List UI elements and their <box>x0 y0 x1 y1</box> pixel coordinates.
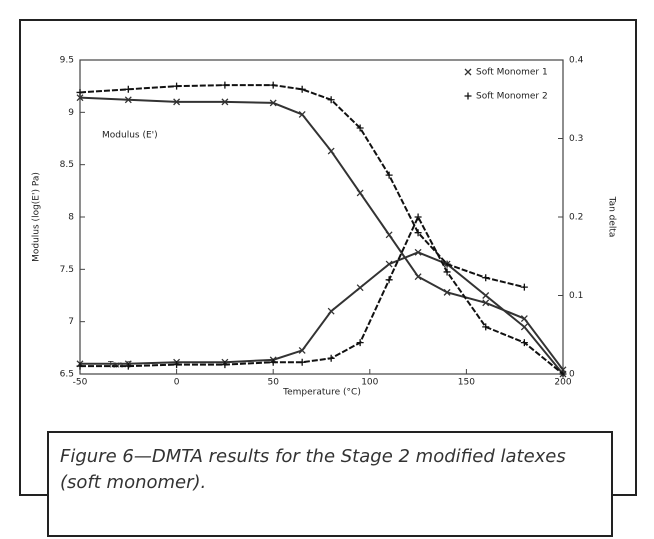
marker <box>385 171 393 179</box>
caption-wrap: Figure 6—DMTA results for the Stage 2 mo… <box>60 446 566 493</box>
marker <box>443 260 451 268</box>
marker <box>356 284 364 292</box>
marker <box>385 260 393 268</box>
marker <box>221 98 229 106</box>
marker <box>327 96 335 104</box>
marker <box>482 274 490 282</box>
x-tick-label: -50 <box>73 378 88 388</box>
caption: Figure 6—DMTA results for the Stage 2 mo… <box>60 446 566 493</box>
marker <box>559 370 567 378</box>
y2-tick-label: 0 <box>569 370 575 380</box>
y-tick-label: 8.5 <box>60 160 74 170</box>
y2-axis-label: Tan delta <box>607 196 617 238</box>
marker <box>356 189 364 197</box>
x-axis-label: Temperature (°C) <box>282 388 361 398</box>
marker <box>327 147 335 155</box>
marker <box>443 288 451 296</box>
legend-label: Soft Monomer 2 <box>476 92 548 102</box>
marker <box>76 362 84 370</box>
x-tick-label: 150 <box>458 378 475 388</box>
plot-area <box>79 59 564 375</box>
marker <box>385 231 393 239</box>
marker <box>221 81 229 89</box>
marker <box>124 96 132 104</box>
marker <box>298 346 306 354</box>
modulus-line <box>79 96 564 371</box>
marker <box>414 213 422 221</box>
marker <box>520 315 528 322</box>
y2-tick-label: 0.3 <box>569 134 583 144</box>
marker <box>414 273 422 281</box>
marker <box>520 339 528 347</box>
caption-box <box>47 431 613 537</box>
marker <box>482 292 490 299</box>
legend-label: Soft Monomer 1 <box>476 68 548 78</box>
marker <box>269 358 277 366</box>
marker <box>269 81 277 89</box>
marker <box>124 85 132 93</box>
y-tick-label: 7.5 <box>60 265 74 275</box>
y2-tick-label: 0.1 <box>569 291 583 301</box>
marker <box>327 307 335 315</box>
marker <box>298 358 306 366</box>
marker <box>327 354 335 362</box>
marker <box>482 323 490 331</box>
tan-delta-line <box>80 251 564 375</box>
y-tick-label: 9 <box>68 108 74 118</box>
y-tick-label: 8 <box>68 213 74 223</box>
marker <box>482 299 490 307</box>
marker <box>356 339 364 347</box>
marker <box>76 88 84 96</box>
tan-delta-line <box>80 214 564 375</box>
marker <box>464 68 472 76</box>
marker <box>76 94 84 102</box>
marker <box>520 323 528 331</box>
marker <box>298 110 306 118</box>
marker <box>414 248 422 256</box>
y-tick-label: 9.5 <box>60 56 74 66</box>
marker <box>173 98 181 106</box>
marker <box>269 99 277 107</box>
marker <box>443 268 451 276</box>
marker <box>173 82 181 90</box>
y2-tick-label: 0.2 <box>569 213 583 223</box>
x-tick-label: 200 <box>554 378 571 388</box>
marker <box>298 85 306 93</box>
y-tick-label: 7 <box>68 317 74 327</box>
y-axis-label: Modulus (log(E') Pa) <box>32 172 42 262</box>
marker <box>414 229 422 237</box>
marker <box>173 361 181 369</box>
marker <box>221 361 229 369</box>
marker <box>385 276 393 284</box>
marker <box>124 362 132 370</box>
marker <box>520 283 528 291</box>
marker <box>464 92 472 100</box>
marker <box>356 124 364 132</box>
annotation: Tan δ <box>107 361 132 371</box>
x-tick-label: 50 <box>267 378 279 388</box>
y2-tick-label: 0.4 <box>569 56 584 66</box>
x-tick-label: 0 <box>174 378 180 388</box>
x-tick-label: 100 <box>361 378 378 388</box>
y-tick-label: 6.5 <box>60 370 74 380</box>
annotation: Modulus (E') <box>102 131 158 141</box>
